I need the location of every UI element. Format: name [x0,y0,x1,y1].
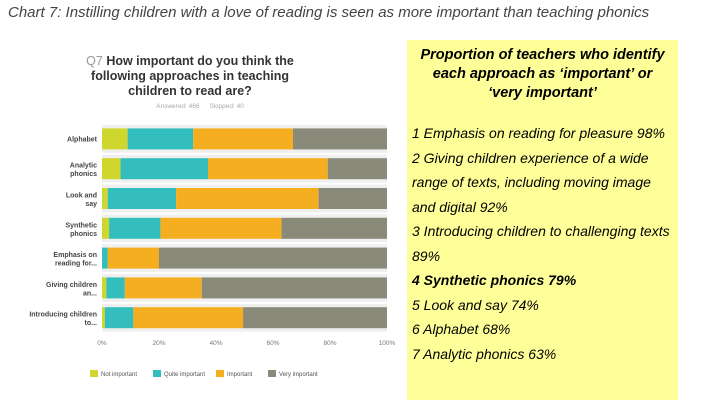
legend-swatch [268,370,276,377]
summary-item: 1 Emphasis on reading for pleasure 98% [412,125,665,141]
legend-label: Very important [279,372,318,378]
bar-segment [176,188,319,209]
bar-segment [102,247,108,269]
x-tick-label: 40% [209,340,222,347]
summary-heading: Proportion of teachers who identify each… [420,47,665,101]
skipped-count: Skipped: 40 [209,103,244,110]
bar-segment [201,277,387,299]
chart-caption: Chart 7: Instilling children with a love… [8,4,650,21]
bar-segment [109,217,161,239]
summary-list: 1 Emphasis on reading for pleasure 98% 2 … [412,121,678,366]
bar-segment [102,158,121,180]
summary-item: 4 Synthetic phonics 79% [412,272,577,288]
category-label: Introducing children to... [29,312,97,328]
summary-item: 3 Introducing children to challenging te… [412,223,670,264]
bar-segment [124,277,202,299]
legend-label: Not important [101,372,137,378]
bar-segment [106,277,125,299]
x-tick-label: 60% [266,340,279,347]
bar-segment [292,128,387,150]
x-tick-label: 20% [152,340,165,347]
bar-segment [243,307,387,329]
legend-label: Important [227,372,253,378]
x-tick-label: 100% [379,340,396,347]
summary-panel: Proportion of teachers who identify each… [407,40,678,400]
bar-segment [127,128,194,150]
bar-segment [120,158,209,180]
bar-segment [281,217,387,239]
summary-item: 6 Alphabet 68% [412,321,511,337]
bar-segment [102,217,110,239]
bar-segment [160,217,282,239]
question-title: Q7 How important do you think the follow… [70,54,310,99]
legend-swatch [216,370,224,377]
category-label: Alphabet [67,136,98,143]
stacked-bar-chart: Alphabet Analytic phonics Look and say Synthe… [29,125,396,378]
bar-segment [102,188,108,209]
bar-segment [104,307,134,329]
category-label: Emphasis on reading for... [53,252,97,268]
legend-swatch [90,370,98,377]
response-counts: Answered: 466 Skipped: 40 [60,103,340,110]
x-tick-label: 80% [323,340,336,347]
bar-segment [208,158,328,180]
question-text: How important do you think the following… [91,54,294,98]
bar-segment [327,158,387,180]
category-label: Analytic phonics [70,163,97,179]
legend-label: Quite important [164,372,205,378]
category-label: Giving children an... [46,282,97,298]
answered-count: Answered: 466 [156,103,200,110]
bar-segment [193,128,293,150]
legend-swatch [153,370,161,377]
bar-segment [107,188,177,209]
summary-item: 2 Giving children experience of a wide r… [412,149,651,215]
summary-item: 7 Analytic phonics 63% [412,345,557,362]
category-label: Look and say [66,193,97,209]
bar-segment [133,307,244,329]
bar-segment [107,247,159,269]
summary-item: 5 Look and say 74% [412,296,539,313]
bar-segment [102,277,107,299]
category-label: Synthetic phonics [65,222,97,238]
x-tick-label: 0% [97,340,107,347]
bar-segment [318,188,387,209]
bar-segment [102,128,128,150]
bar-segment [102,307,105,329]
bar-segment [159,247,387,269]
question-number: Q7 [86,54,103,68]
